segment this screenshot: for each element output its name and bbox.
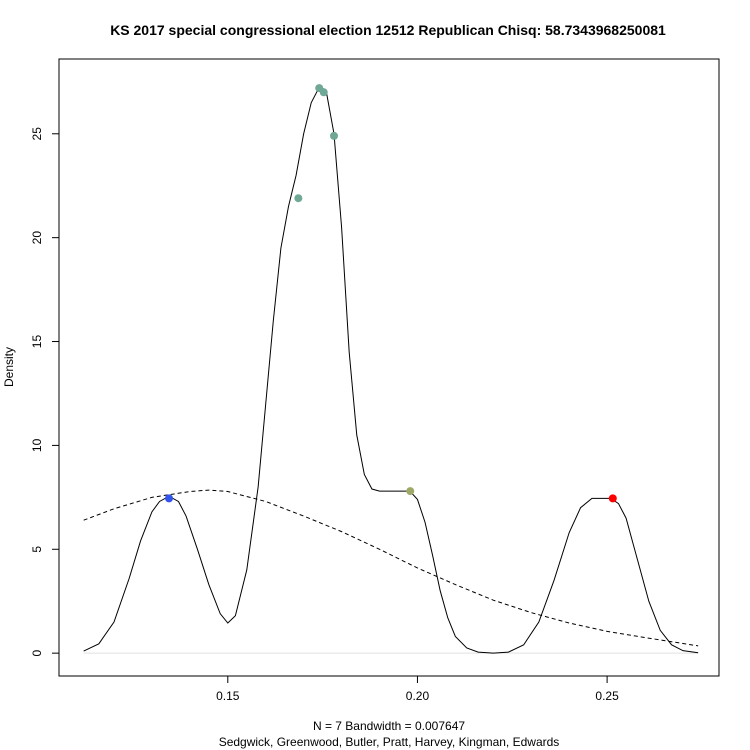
x-tick-label-3: 0.25 — [595, 689, 619, 703]
x-axis-label-line2: Sedgwick, Greenwood, Butler, Pratt, Harv… — [219, 735, 560, 749]
data-point-5 — [330, 131, 338, 140]
data-point-7 — [608, 494, 617, 503]
y-tick-label-6: 25 — [30, 127, 44, 141]
y-axis: 0 5 10 15 20 25 — [30, 127, 60, 656]
data-point-6 — [406, 487, 415, 496]
y-tick-label-5: 20 — [30, 231, 44, 245]
data-point-2 — [294, 194, 303, 203]
plot-area — [83, 84, 699, 654]
y-tick-label-4: 15 — [30, 335, 44, 349]
y-axis-label: Density — [2, 347, 16, 387]
y-tick-label-3: 10 — [30, 438, 44, 452]
data-point-1 — [165, 494, 173, 503]
x-tick-label-2: 0.20 — [406, 689, 430, 703]
data-point-4 — [319, 88, 328, 97]
plot-frame — [58, 58, 720, 677]
x-tick-label-1: 0.15 — [216, 689, 240, 703]
x-axis: 0.15 0.20 0.25 — [216, 675, 619, 703]
y-tick-label-1: 0 — [30, 649, 44, 656]
y-tick-label-2: 5 — [30, 546, 44, 553]
density-line — [83, 87, 699, 654]
x-axis-label-line1: N = 7 Bandwidth = 0.007647 — [313, 719, 465, 733]
chart-title: KS 2017 special congressional election 1… — [110, 22, 666, 38]
normal-fit-line — [83, 489, 699, 647]
